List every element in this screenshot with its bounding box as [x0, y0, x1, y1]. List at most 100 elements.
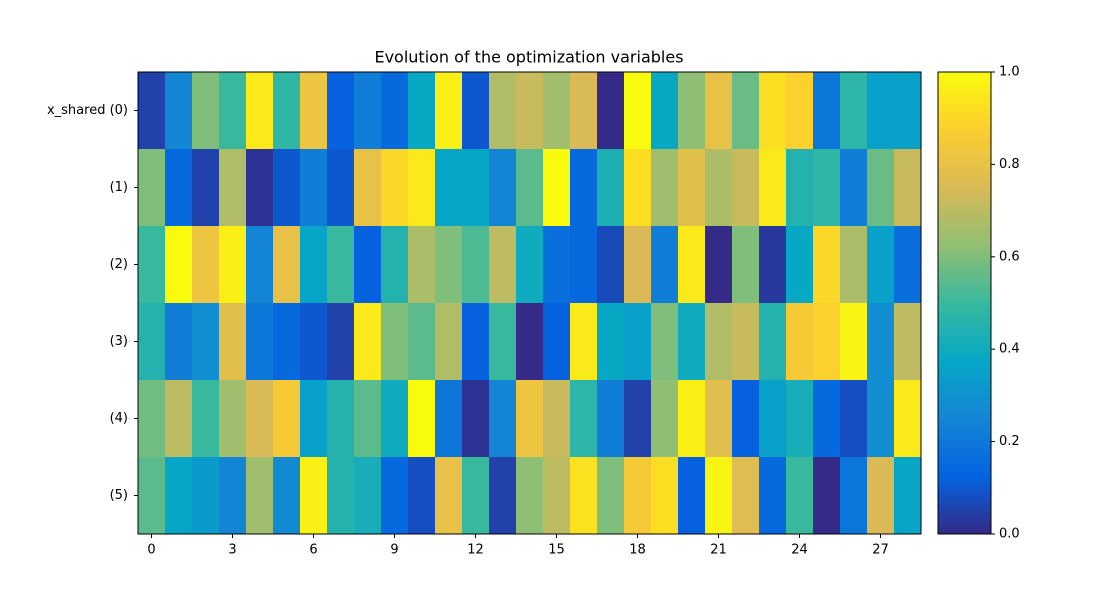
heatmap-cell: [516, 226, 544, 304]
heatmap-cell: [894, 72, 922, 150]
heatmap-cell: [732, 72, 760, 150]
heatmap-cell: [624, 149, 652, 227]
heatmap-cell: [327, 457, 355, 535]
heatmap-cell: [570, 457, 598, 535]
heatmap-cell: [813, 149, 841, 227]
heatmap-cell: [543, 226, 571, 304]
heatmap-cell: [327, 72, 355, 150]
colorbar-tick-label: 0.4: [999, 342, 1020, 357]
heatmap-cell: [597, 303, 625, 381]
heatmap-cell: [570, 303, 598, 381]
colorbar-tick-label: 0.6: [999, 249, 1020, 264]
heatmap-cell: [462, 457, 490, 535]
heatmap-cell: [570, 72, 598, 150]
heatmap-cell: [705, 303, 733, 381]
heatmap-cell: [624, 457, 652, 535]
x-tick-label: 15: [548, 543, 565, 558]
x-tick-label: 24: [791, 543, 808, 558]
heatmap-cell: [894, 303, 922, 381]
colorbar-tick-label: 1.0: [999, 65, 1020, 80]
heatmap-cell: [705, 72, 733, 150]
heatmap-cell: [462, 149, 490, 227]
heatmap-cell: [408, 380, 436, 458]
heatmap-cell: [273, 149, 301, 227]
heatmap-cell: [300, 72, 328, 150]
heatmap-cell: [759, 72, 787, 150]
heatmap-cell: [678, 380, 706, 458]
heatmap-cell: [327, 226, 355, 304]
heatmap-cell: [813, 72, 841, 150]
heatmap-cell: [732, 303, 760, 381]
x-tick-label: 27: [872, 543, 889, 558]
heatmap-cell: [786, 303, 814, 381]
heatmap-cell: [489, 303, 517, 381]
heatmap-cell: [219, 303, 247, 381]
heatmap-cell: [462, 303, 490, 381]
heatmap-cell: [246, 457, 274, 535]
heatmap-cell: [435, 303, 463, 381]
heatmap-cell: [327, 380, 355, 458]
heatmap-cell: [138, 457, 166, 535]
colorbar-tick-label: 0.0: [999, 527, 1020, 542]
heatmap-cell: [894, 226, 922, 304]
heatmap-cell: [354, 303, 382, 381]
heatmap-cell: [543, 303, 571, 381]
heatmap-cell: [759, 149, 787, 227]
heatmap-cell: [543, 457, 571, 535]
heatmap-cell: [732, 457, 760, 535]
heatmap-cell: [462, 72, 490, 150]
heatmap-cell: [624, 380, 652, 458]
heatmap-cell: [894, 149, 922, 227]
heatmap-cell: [192, 457, 220, 535]
heatmap-cell: [867, 303, 895, 381]
heatmap-cell: [435, 380, 463, 458]
heatmap-cell: [381, 303, 409, 381]
heatmap-cell: [327, 303, 355, 381]
heatmap-cell: [165, 303, 193, 381]
heatmap-cell: [867, 226, 895, 304]
heatmap-cell: [597, 380, 625, 458]
heatmap-cell: [435, 72, 463, 150]
heatmap-cell: [813, 457, 841, 535]
heatmap-cell: [840, 226, 868, 304]
heatmap-cell: [840, 303, 868, 381]
heatmap-cell: [165, 72, 193, 150]
heatmap-cell: [678, 303, 706, 381]
heatmap-cell: [651, 226, 679, 304]
heatmap-cell: [597, 149, 625, 227]
heatmap-cell: [462, 380, 490, 458]
heatmap-cell: [678, 226, 706, 304]
heatmap-cell: [462, 226, 490, 304]
heatmap-cell: [840, 72, 868, 150]
heatmap-cell: [705, 457, 733, 535]
heatmap-cell: [192, 380, 220, 458]
heatmap-cell: [354, 226, 382, 304]
heatmap-cell: [192, 72, 220, 150]
heatmap-cell: [597, 72, 625, 150]
chart-title: Evolution of the optimization variables: [374, 48, 683, 67]
heatmap-cell: [327, 149, 355, 227]
heatmap-cell: [678, 72, 706, 150]
heatmap-cell: [516, 380, 544, 458]
heatmap-cell: [300, 380, 328, 458]
heatmap-cell: [165, 457, 193, 535]
heatmap-cell: [705, 149, 733, 227]
heatmap-cell: [354, 72, 382, 150]
colorbar: [937, 71, 992, 535]
y-tick-label: (5): [110, 488, 128, 503]
heatmap-cell: [273, 72, 301, 150]
heatmap-cell: [138, 303, 166, 381]
heatmap-cell: [435, 457, 463, 535]
heatmap-cell: [138, 380, 166, 458]
heatmap-cell: [732, 149, 760, 227]
heatmap-cell: [786, 72, 814, 150]
heatmap-cell: [867, 380, 895, 458]
x-tick-label: 6: [309, 543, 317, 558]
x-tick-label: 9: [390, 543, 398, 558]
heatmap-cell: [381, 380, 409, 458]
heatmap-cell: [759, 303, 787, 381]
heatmap-cell: [894, 457, 922, 535]
heatmap-cell: [759, 226, 787, 304]
heatmap-cell: [759, 457, 787, 535]
